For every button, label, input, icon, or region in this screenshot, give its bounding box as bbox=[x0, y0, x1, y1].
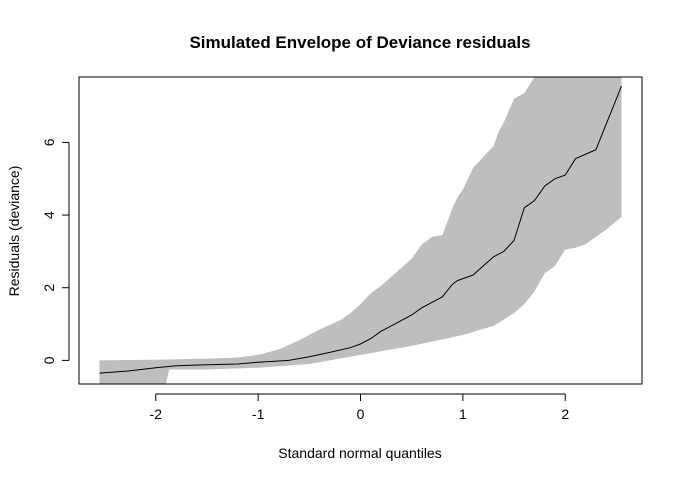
y-axis: 0 2 4 6 bbox=[41, 138, 70, 364]
y-tick-label: 0 bbox=[41, 356, 57, 364]
y-tick-label: 6 bbox=[41, 138, 57, 146]
y-tick-label: 2 bbox=[41, 284, 57, 292]
chart-title: Simulated Envelope of Deviance residuals bbox=[189, 33, 530, 52]
plot-area bbox=[99, 77, 622, 384]
residuals-line bbox=[99, 85, 622, 374]
x-axis-label: Standard normal quantiles bbox=[278, 445, 441, 461]
x-tick-label: 0 bbox=[357, 406, 365, 422]
plot-box bbox=[78, 76, 643, 385]
envelope-band bbox=[99, 77, 622, 384]
x-axis: -2 -1 0 1 2 bbox=[150, 393, 569, 422]
x-tick-label: 1 bbox=[459, 406, 467, 422]
x-tick-label: 2 bbox=[561, 406, 569, 422]
y-axis-label: Residuals (deviance) bbox=[6, 166, 22, 297]
x-tick-label: -1 bbox=[252, 406, 265, 422]
x-tick-label: -2 bbox=[150, 406, 163, 422]
y-tick-label: 4 bbox=[41, 211, 57, 219]
